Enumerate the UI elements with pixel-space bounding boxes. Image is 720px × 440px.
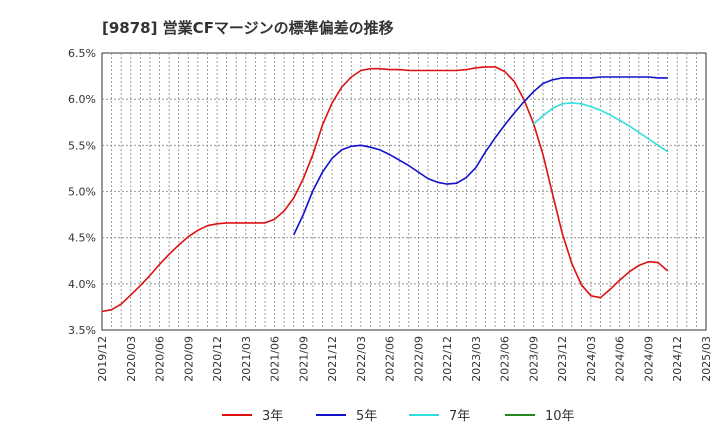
legend-label: 3年 xyxy=(262,409,283,424)
x-axis-ticks: 2019/12 2020/03 2020/06 2020/09 2020/12 2021/… xyxy=(96,336,713,382)
x-tick-label: 2020/12 xyxy=(211,336,224,382)
y-tick-label: 3.5% xyxy=(68,324,96,337)
x-tick-label: 2023/06 xyxy=(499,336,512,382)
x-tick-label: 2020/03 xyxy=(125,336,138,382)
x-tick-label: 2022/12 xyxy=(441,336,454,382)
x-tick-label: 2020/09 xyxy=(182,336,195,382)
y-tick-label: 4.0% xyxy=(68,278,96,291)
x-tick-label: 2019/12 xyxy=(96,336,109,382)
x-tick-label: 2023/12 xyxy=(556,336,569,382)
series-line xyxy=(532,102,669,153)
x-tick-label: 2023/09 xyxy=(527,336,540,382)
y-tick-label: 5.0% xyxy=(68,186,96,199)
y-tick-label: 5.5% xyxy=(68,139,96,152)
x-tick-label: 2021/06 xyxy=(269,336,282,382)
legend-label: 7年 xyxy=(449,409,470,424)
x-tick-label: 2023/03 xyxy=(470,336,483,382)
x-tick-label: 2025/03 xyxy=(700,336,713,382)
y-tick-label: 4.5% xyxy=(68,232,96,245)
series-line xyxy=(101,66,669,313)
y-tick-label: 6.5% xyxy=(68,47,96,60)
x-tick-label: 2024/06 xyxy=(614,336,627,382)
legend-label: 10年 xyxy=(545,409,575,424)
grid-lines xyxy=(102,53,706,330)
x-tick-label: 2022/06 xyxy=(384,336,397,382)
series-line xyxy=(292,76,668,236)
x-tick-label: 2024/09 xyxy=(642,336,655,382)
x-tick-label: 2024/03 xyxy=(585,336,598,382)
x-tick-label: 2022/03 xyxy=(355,336,368,382)
x-tick-label: 2021/03 xyxy=(240,336,253,382)
legend-label: 5年 xyxy=(356,409,377,424)
legend: 3年 5年 7年 10年 xyxy=(222,409,575,424)
x-tick-label: 2024/12 xyxy=(671,336,684,382)
x-tick-label: 2022/09 xyxy=(412,336,425,382)
y-axis-ticks: 6.5% 6.0% 5.5% 5.0% 4.5% 4.0% 3.5% xyxy=(68,47,96,337)
x-tick-label: 2021/09 xyxy=(297,336,310,382)
chart-title: [9878] 営業CFマージンの標準偏差の推移 xyxy=(102,19,394,37)
x-tick-label: 2020/06 xyxy=(154,336,167,382)
series-lines xyxy=(101,66,669,313)
y-tick-label: 6.0% xyxy=(68,93,96,106)
x-tick-label: 2021/12 xyxy=(326,336,339,382)
